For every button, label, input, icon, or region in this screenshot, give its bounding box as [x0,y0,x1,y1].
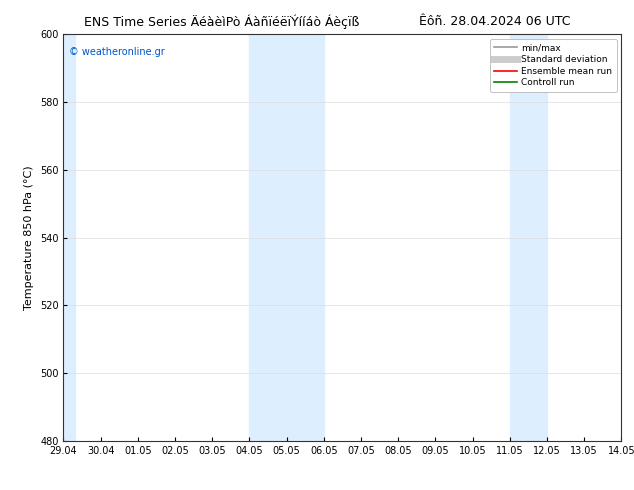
Bar [510,34,547,441]
Legend: min/max, Standard deviation, Ensemble mean run, Controll run: min/max, Standard deviation, Ensemble me… [489,39,617,92]
Bar [249,34,324,441]
Y-axis label: Temperature 850 hPa (°C): Temperature 850 hPa (°C) [24,165,34,310]
Text: © weatheronline.gr: © weatheronline.gr [69,47,165,56]
Text: Êôñ. 28.04.2024 06 UTC: Êôñ. 28.04.2024 06 UTC [419,15,570,28]
Text: ENS Time Series ÄéàèìPò ÁàñïéëïÝííáò Áèçïß: ENS Time Series ÄéàèìPò ÁàñïéëïÝííáò Áèç… [84,15,359,29]
Bar [63,34,75,441]
